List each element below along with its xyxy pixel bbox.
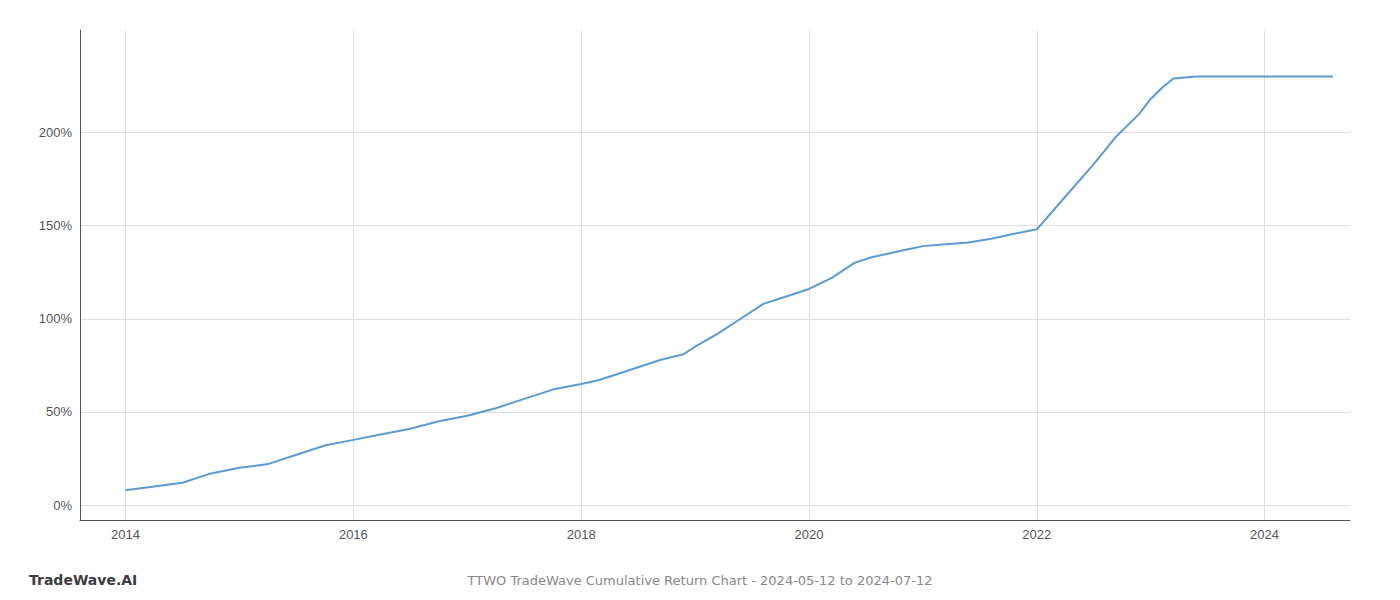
svg-text:200%: 200% xyxy=(39,125,73,140)
svg-text:100%: 100% xyxy=(39,311,73,326)
svg-text:0%: 0% xyxy=(53,498,72,513)
svg-text:TradeWave.AI: TradeWave.AI xyxy=(29,572,137,588)
svg-text:2016: 2016 xyxy=(339,527,368,542)
svg-text:2014: 2014 xyxy=(111,527,140,542)
svg-text:150%: 150% xyxy=(39,218,73,233)
svg-text:TTWO TradeWave Cumulative Retu: TTWO TradeWave Cumulative Return Chart -… xyxy=(467,573,933,588)
svg-text:50%: 50% xyxy=(46,404,72,419)
svg-text:2018: 2018 xyxy=(567,527,596,542)
svg-text:2024: 2024 xyxy=(1250,527,1279,542)
svg-text:2020: 2020 xyxy=(795,527,824,542)
svg-text:2022: 2022 xyxy=(1022,527,1051,542)
